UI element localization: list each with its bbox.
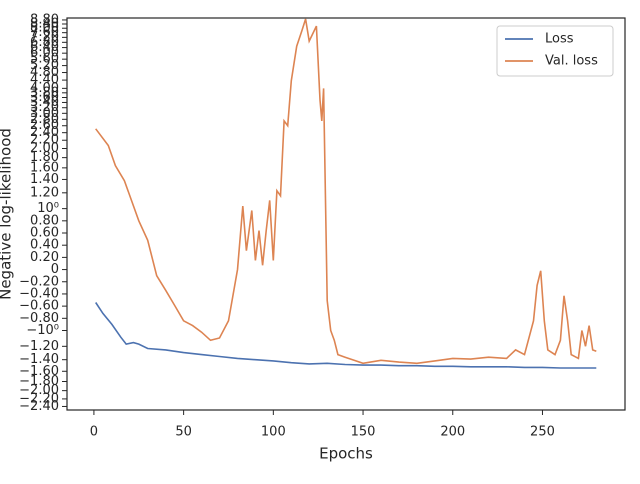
y-tick-label: 10⁰ <box>37 201 59 216</box>
y-tick-label: 8.00 <box>30 21 59 36</box>
y-tick-label: 0 <box>51 262 59 277</box>
y-tick-label: 2.20 <box>30 133 59 148</box>
y-tick-label: 4.80 <box>30 65 59 80</box>
y-tick-label: 0.80 <box>30 213 59 228</box>
y-tick-label: 8.80 <box>30 12 59 27</box>
y-tick-label: −0.40 <box>19 286 59 301</box>
y-tick-label: 1.40 <box>30 172 59 187</box>
y-tick-label: −10⁰ <box>26 323 59 338</box>
y-tick-label: −1.40 <box>19 352 59 367</box>
y-tick-label: 2.80 <box>30 112 59 127</box>
x-tick-label: 200 <box>440 425 465 440</box>
y-tick-label: 1.80 <box>30 150 59 165</box>
line <box>95 18 597 365</box>
y-tick-label: 4.40 <box>30 73 59 88</box>
y-tick-label: 6.00 <box>30 46 59 61</box>
y-tick-label: −2.20 <box>19 391 59 406</box>
y-tick-label: 5.20 <box>30 58 59 73</box>
y-tick-label: −2.00 <box>19 383 59 398</box>
y-tick-label: 0.20 <box>30 250 59 265</box>
y-tick-label: −0.60 <box>19 299 59 314</box>
y-tick-label: 7.60 <box>30 25 59 40</box>
x-axis-label: Epochs <box>319 445 373 463</box>
legend-label: Loss <box>545 32 574 47</box>
y-tick-label: 3.00 <box>30 106 59 121</box>
y-tick-label: 3.80 <box>30 85 59 100</box>
line <box>95 302 597 369</box>
y-tick-label: −2.40 <box>19 399 59 414</box>
x-tick-label: 50 <box>175 425 192 440</box>
y-tick-label: 0.60 <box>30 226 59 241</box>
y-tick-label: 6.40 <box>30 40 59 55</box>
y-tick-label: 3.40 <box>30 95 59 110</box>
y-tick-label: 4.00 <box>30 81 59 96</box>
y-tick-label: −1.60 <box>19 364 59 379</box>
y-tick-label: 7.20 <box>30 30 59 45</box>
axes-frame <box>66 17 626 411</box>
y-tick-label: −0.80 <box>19 311 59 326</box>
y-tick-label: 1.20 <box>30 185 59 200</box>
y-tick-label: −1.20 <box>19 339 59 354</box>
y-tick-label: −0.20 <box>19 274 59 289</box>
legend-label: Val. loss <box>545 54 598 69</box>
y-axis-label: Negative log-likelihood <box>0 128 15 300</box>
y-tick-label: 2.40 <box>30 125 59 140</box>
x-tick-label: 150 <box>351 425 376 440</box>
y-tick-label: 2.60 <box>30 118 59 133</box>
y-tick-label: −1.80 <box>19 374 59 389</box>
y-tick-label: 8.40 <box>30 16 59 31</box>
x-tick-label: 0 <box>90 425 98 440</box>
y-tick-label: 1.60 <box>30 160 59 175</box>
y-tick-label: 0.40 <box>30 238 59 253</box>
y-tick-label: 3.20 <box>30 100 59 115</box>
y-tick-label: 2.00 <box>30 141 59 156</box>
x-tick-label: 250 <box>530 425 555 440</box>
y-tick-label: 6.80 <box>30 35 59 50</box>
y-tick-label: 3.60 <box>30 90 59 105</box>
y-tick-label: 5.60 <box>30 52 59 67</box>
x-tick-label: 100 <box>261 425 286 440</box>
